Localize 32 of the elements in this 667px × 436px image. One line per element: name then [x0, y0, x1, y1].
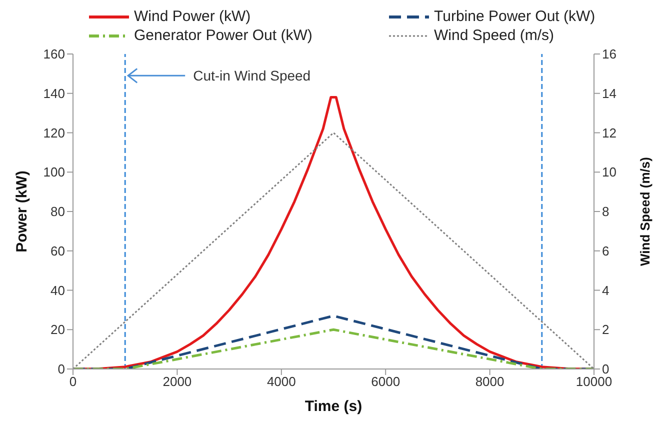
y2-tick-label: 16	[602, 46, 616, 62]
y-tick-label: 120	[43, 125, 65, 140]
y-tick-label: 20	[50, 322, 65, 338]
y-tick-label: 140	[43, 86, 65, 101]
x-tick-label: 8000	[475, 374, 504, 390]
y2-tick-label: 6	[602, 243, 610, 258]
y2-tick-label: 12	[602, 125, 616, 140]
x-tick-label: 4000	[266, 374, 296, 390]
y2-tick-label: 10	[602, 164, 616, 180]
x-tick-label: 10000	[576, 374, 612, 390]
y2-tick-label: 2	[602, 322, 610, 338]
y-tick-label: 160	[43, 46, 65, 62]
y-tick-label: 80	[50, 204, 65, 220]
x-tick-label: 0	[69, 374, 77, 390]
legend-label: Turbine Power Out (kW)	[434, 8, 596, 25]
y2-tick-label: 8	[602, 204, 610, 220]
y2-axis-title: Wind Speed (m/s)	[638, 157, 653, 266]
legend-label: Wind Speed (m/s)	[434, 27, 554, 44]
y2-tick-label: 14	[602, 86, 616, 101]
y-tick-label: 0	[58, 362, 65, 377]
y2-tick-label: 4	[602, 282, 610, 298]
y-axis-title: Power (kW)	[13, 170, 30, 252]
x-tick-label: 6000	[371, 374, 400, 390]
legend-label: Wind Power (kW)	[134, 8, 251, 25]
y-tick-label: 40	[50, 282, 65, 298]
x-axis-title: Time (s)	[304, 398, 362, 415]
legend-label: Generator Power Out (kW)	[134, 27, 312, 44]
annotation: Cut-in Wind Speed	[193, 68, 311, 84]
y-tick-label: 100	[43, 164, 65, 180]
x-tick-label: 2000	[162, 374, 192, 390]
y-tick-label: 60	[50, 243, 65, 258]
y2-tick-label: 0	[602, 362, 610, 377]
